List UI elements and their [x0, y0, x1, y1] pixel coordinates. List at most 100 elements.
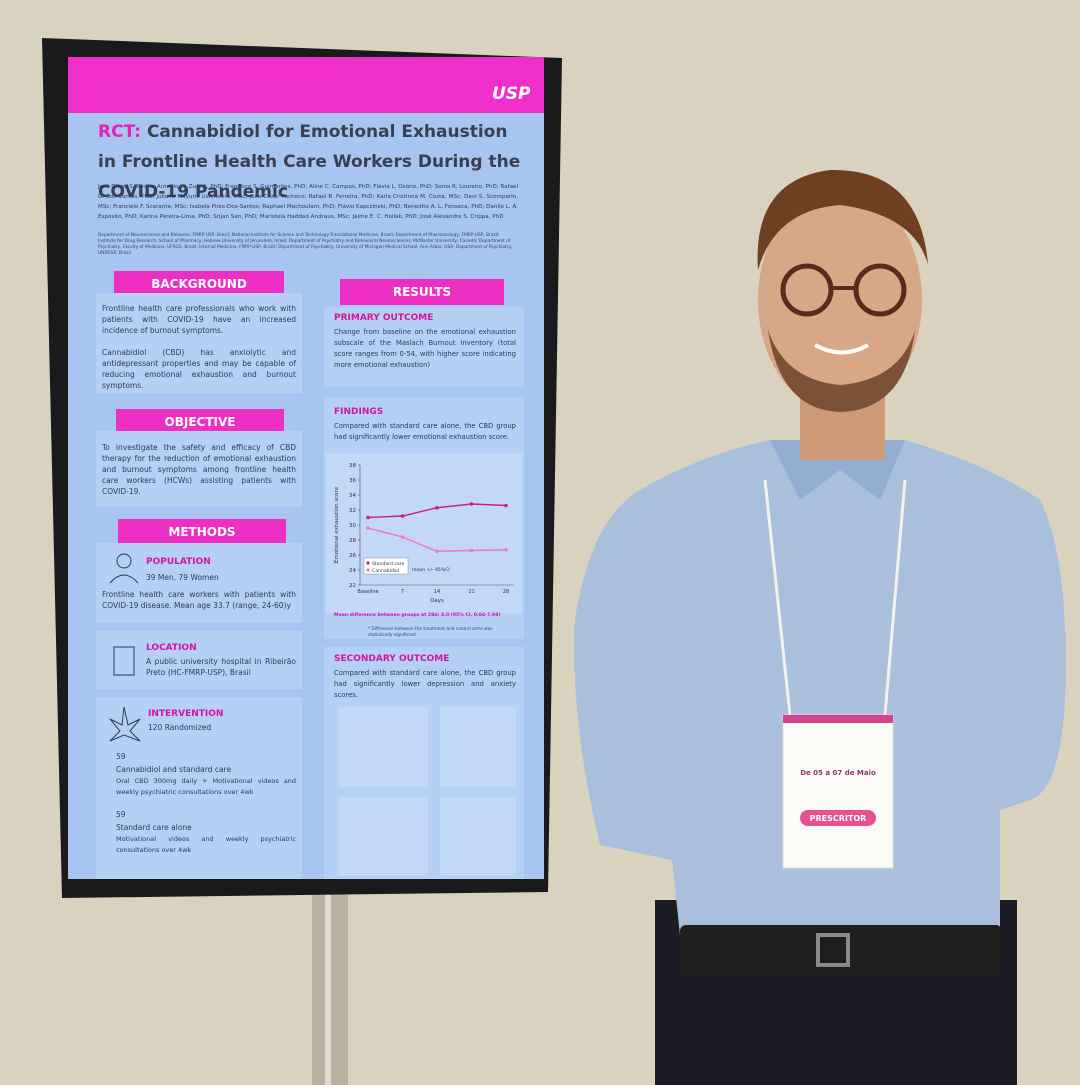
- poster-header-bar: [68, 57, 544, 113]
- arm-name: Cannabidiol and standard care: [116, 765, 232, 774]
- mean-difference: Mean difference between groups at 28d: 4…: [334, 613, 501, 618]
- point: [504, 503, 508, 508]
- point: [400, 535, 405, 539]
- poster-title: Cannabidiol for Emotional Exhaustion in …: [98, 122, 521, 202]
- secondary-figure: [440, 797, 516, 875]
- icon: [109, 574, 139, 584]
- y-tick-label: 24: [349, 568, 356, 574]
- point: [469, 502, 474, 506]
- arm-text: Motivational videos and weekly psychiatr…: [116, 835, 296, 854]
- legend-label: Cannabidiol: [372, 568, 399, 574]
- section-heading: BACKGROUND: [114, 271, 284, 297]
- face: [758, 188, 922, 412]
- method-count: 39 Men, 79 Women: [146, 573, 219, 582]
- secondary-figure: [338, 707, 428, 787]
- result-label: SECONDARY OUTCOME: [334, 654, 450, 664]
- y-axis-label: Emotional exhaustion score: [334, 486, 340, 563]
- series-line: [367, 527, 507, 552]
- icon: [116, 553, 132, 569]
- y-tick-label: 22: [349, 583, 356, 589]
- smile: [814, 343, 869, 355]
- x-tick-label: Baseline: [357, 589, 378, 595]
- method-label: POPULATION: [146, 557, 211, 567]
- paragraph: Frontline health care professionals who …: [102, 304, 296, 335]
- badge: [782, 714, 894, 869]
- x-axis-label: Days: [430, 598, 444, 604]
- footnote: * Difference between the treatment and c…: [368, 627, 493, 638]
- y-tick-label: 34: [349, 493, 356, 499]
- paragraph: To investigate the safety and efficacy o…: [102, 443, 296, 496]
- belt: [680, 925, 1002, 973]
- section-box: [96, 431, 302, 507]
- point: [435, 549, 439, 554]
- section-heading: RESULTS: [340, 279, 504, 305]
- paragraph: Compared with standard care alone, the C…: [334, 422, 516, 441]
- x-tick-label: 28: [503, 589, 509, 595]
- x-tick-label: 21: [468, 589, 474, 595]
- result-label: PRIMARY OUTCOME: [334, 313, 434, 323]
- logo: USP: [492, 84, 531, 104]
- badge-role: PRESCRITOR: [810, 814, 867, 823]
- legend-swatch: [366, 568, 370, 572]
- y-tick-label: 36: [349, 478, 356, 484]
- y-tick-label: 26: [349, 553, 356, 559]
- paragraph: Frontline health care workers with patie…: [102, 590, 296, 610]
- belt-buckle: [816, 933, 850, 967]
- shirt: [574, 440, 1066, 935]
- section-box: [96, 543, 302, 623]
- icon: [113, 646, 135, 676]
- icon: [109, 706, 141, 742]
- section-heading: METHODS: [118, 519, 286, 545]
- x-tick-label: 14: [434, 589, 440, 595]
- method-label: INTERVENTION: [148, 709, 224, 719]
- result-label: FINDINGS: [334, 407, 384, 417]
- section-box: [96, 631, 302, 689]
- point: [504, 547, 508, 552]
- secondary-figure: [338, 797, 428, 875]
- point: [400, 514, 405, 518]
- paragraph: Compared with standard care alone, the C…: [334, 669, 516, 699]
- authors: José Diogo S. Souza; Antonio W. Zuardi, …: [98, 184, 519, 220]
- hair: [757, 169, 928, 270]
- section-box: [96, 293, 302, 393]
- legend-swatch: [366, 561, 370, 565]
- beard: [768, 330, 915, 412]
- badge-stripe: [783, 715, 893, 723]
- arm-n: 59: [116, 810, 126, 819]
- title-prefix: RCT:: [98, 122, 142, 142]
- arm-n: 59: [116, 752, 126, 761]
- y-tick-label: 32: [349, 508, 356, 514]
- legend-box: [363, 557, 409, 575]
- paragraph: Cannabidiol (CBD) has anxiolytic and ant…: [102, 348, 296, 390]
- arm-name: Standard care alone: [116, 823, 192, 832]
- y-tick-label: 28: [349, 538, 356, 544]
- method-count: 120 Randomized: [148, 723, 212, 732]
- paragraph: A public university hospital in Ribeirão…: [146, 657, 296, 677]
- legend-label: Standard care: [372, 561, 404, 567]
- paragraph: Change from baseline on the emotional ex…: [334, 328, 516, 369]
- point: [435, 505, 439, 510]
- badge-pill: [800, 810, 876, 826]
- findings-chart: 22 24 26 28 30 32 34 36 38 Baseline 7 14 21 28 Days Emo…: [326, 453, 522, 613]
- method-label: LOCATION: [146, 643, 197, 653]
- point: [366, 515, 370, 520]
- section-box: [324, 307, 524, 387]
- arm-text: Oral CBD 300mg daily + Motivational vide…: [116, 777, 296, 796]
- y-tick-label: 38: [349, 463, 356, 469]
- lanyard: [763, 479, 907, 716]
- point: [366, 526, 370, 530]
- y-tick-label: 30: [349, 523, 356, 529]
- poster-screen: USP RCT: Cannabidiol for Emotional Exhau…: [68, 57, 544, 879]
- x-tick-label: 7: [401, 589, 404, 595]
- section-heading: OBJECTIVE: [116, 409, 284, 435]
- method-icons: [109, 553, 141, 742]
- poster-title-block: RCT: Cannabidiol for Emotional Exhaustio…: [98, 117, 528, 207]
- badge-dates: De 05 a 07 de Maio: [800, 769, 876, 777]
- point: [469, 548, 474, 553]
- section-box: [96, 697, 302, 879]
- pole-highlight: [325, 890, 331, 1085]
- legend-note: mean +/- 95%CI: [412, 567, 450, 573]
- affiliations: Department of Neuroscience and Behavior,…: [98, 233, 513, 256]
- secondary-figure: [440, 707, 516, 787]
